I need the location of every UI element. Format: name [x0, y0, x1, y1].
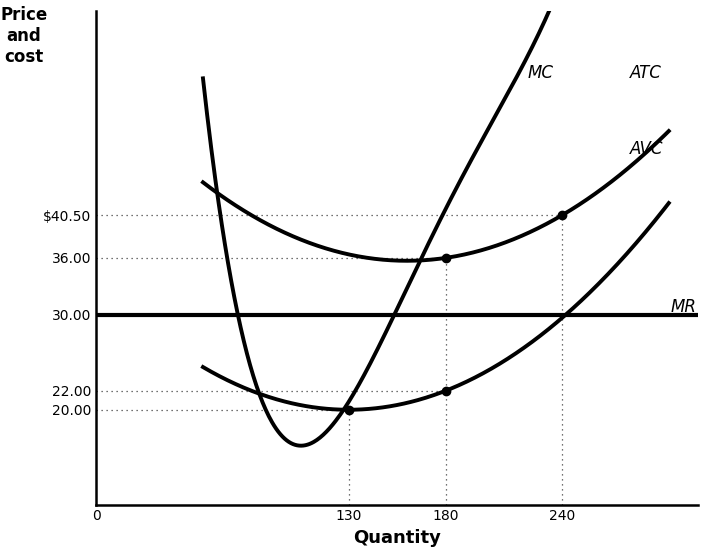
X-axis label: Quantity: Quantity [353, 529, 441, 547]
Text: AVC: AVC [630, 140, 664, 157]
Text: MR: MR [671, 298, 697, 316]
Text: MC: MC [527, 64, 553, 81]
Text: ATC: ATC [630, 64, 662, 81]
Text: Price
and
cost: Price and cost [1, 6, 47, 66]
